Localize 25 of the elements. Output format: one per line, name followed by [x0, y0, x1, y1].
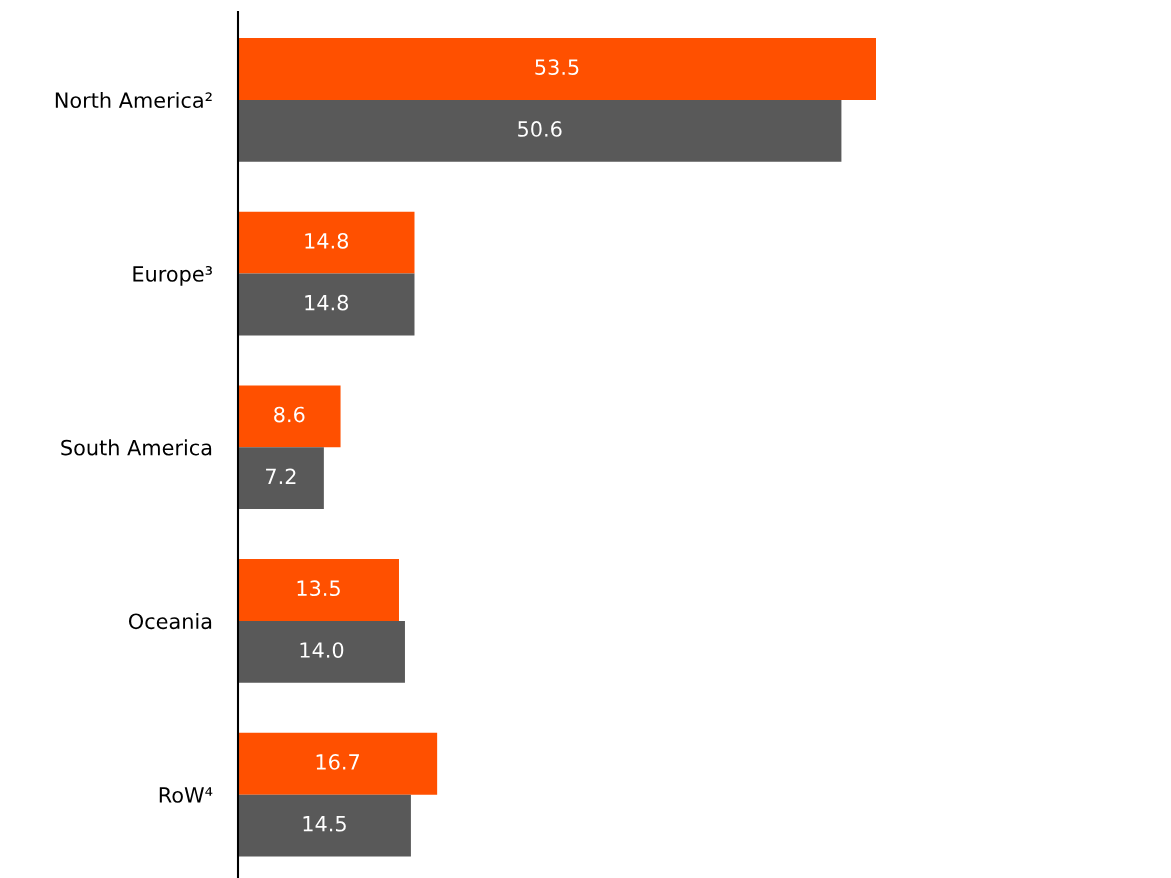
bar — [238, 99, 842, 162]
data-label: 50.6 — [518, 121, 562, 137]
data-label: 13.5 — [297, 580, 340, 597]
bar — [238, 385, 341, 448]
data-label: 7.2 — [266, 468, 296, 484]
bar — [238, 794, 411, 857]
bar — [238, 447, 324, 510]
data-label: 16.7 — [316, 754, 359, 770]
bar — [238, 273, 415, 336]
y-tick-label: South America — [61, 439, 212, 456]
bar — [238, 620, 405, 683]
data-label: 14.0 — [300, 642, 344, 658]
y-tick-label: RoW⁴ — [159, 787, 213, 803]
bar — [238, 38, 876, 100]
data-label: 14.5 — [303, 816, 346, 832]
data-label: 14.8 — [305, 232, 349, 249]
data-label: 14.8 — [305, 294, 349, 311]
bar — [238, 732, 438, 795]
y-tick-label: Oceania — [128, 613, 212, 630]
y-tick-label: Europe³ — [133, 266, 212, 286]
bar — [238, 211, 415, 274]
data-label: 53.5 — [535, 59, 579, 76]
y-tick-label: North America² — [55, 91, 212, 109]
data-label: 8.6 — [274, 406, 305, 423]
bar — [238, 559, 399, 621]
